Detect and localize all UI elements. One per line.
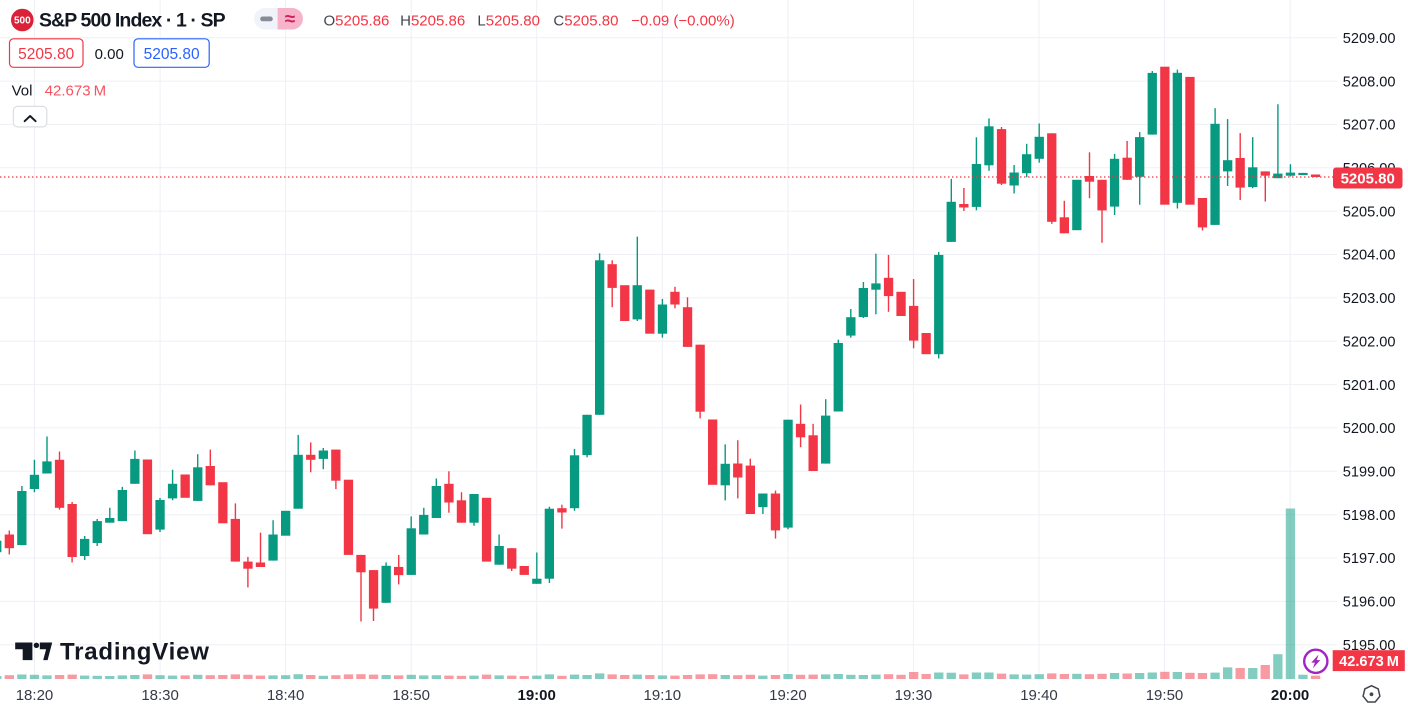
svg-text:5197.00: 5197.00 — [1343, 551, 1396, 567]
svg-text:5200.00: 5200.00 — [1343, 421, 1396, 437]
svg-text:5196.00: 5196.00 — [1343, 595, 1396, 611]
svg-text:18:30: 18:30 — [141, 687, 179, 704]
svg-text:5195.00: 5195.00 — [1343, 638, 1396, 654]
svg-text:19:40: 19:40 — [1020, 687, 1058, 704]
svg-text:42.673 M: 42.673 M — [1339, 654, 1399, 670]
svg-text:O5205.86: O5205.86 — [324, 12, 390, 29]
svg-text:5209.00: 5209.00 — [1343, 31, 1396, 47]
svg-text:5205.80: 5205.80 — [144, 46, 200, 63]
svg-text:42.673 M: 42.673 M — [45, 83, 106, 100]
svg-text:0.00: 0.00 — [95, 46, 124, 63]
svg-text:500: 500 — [14, 16, 31, 27]
svg-text:S&P 500 Index · 1 · SP: S&P 500 Index · 1 · SP — [39, 10, 226, 32]
svg-text:5201.00: 5201.00 — [1343, 378, 1396, 394]
svg-text:5208.00: 5208.00 — [1343, 74, 1396, 90]
svg-text:H5205.86: H5205.86 — [400, 12, 465, 29]
svg-text:≈: ≈ — [285, 9, 296, 30]
svg-text:L5205.80: L5205.80 — [477, 12, 540, 29]
svg-text:TradingView: TradingView — [60, 638, 210, 665]
svg-text:5204.00: 5204.00 — [1343, 248, 1396, 264]
svg-text:5205.00: 5205.00 — [1343, 204, 1396, 220]
svg-text:−0.09 (−0.00%): −0.09 (−0.00%) — [631, 12, 734, 29]
svg-text:19:10: 19:10 — [644, 687, 682, 704]
svg-text:C5205.80: C5205.80 — [553, 12, 618, 29]
svg-text:20:00: 20:00 — [1271, 687, 1309, 704]
svg-text:5203.00: 5203.00 — [1343, 291, 1396, 307]
svg-text:5198.00: 5198.00 — [1343, 508, 1396, 524]
svg-text:5199.00: 5199.00 — [1343, 465, 1396, 481]
svg-text:18:40: 18:40 — [267, 687, 305, 704]
svg-text:5205.80: 5205.80 — [1341, 170, 1395, 187]
svg-text:19:30: 19:30 — [895, 687, 933, 704]
svg-text:18:50: 18:50 — [392, 687, 430, 704]
svg-text:19:50: 19:50 — [1146, 687, 1184, 704]
svg-text:Vol: Vol — [12, 83, 33, 100]
svg-text:19:00: 19:00 — [518, 687, 556, 704]
svg-text:5207.00: 5207.00 — [1343, 118, 1396, 134]
svg-text:5202.00: 5202.00 — [1343, 334, 1396, 350]
svg-text:18:20: 18:20 — [16, 687, 54, 704]
svg-text:5205.80: 5205.80 — [18, 46, 74, 63]
svg-text:19:20: 19:20 — [769, 687, 807, 704]
